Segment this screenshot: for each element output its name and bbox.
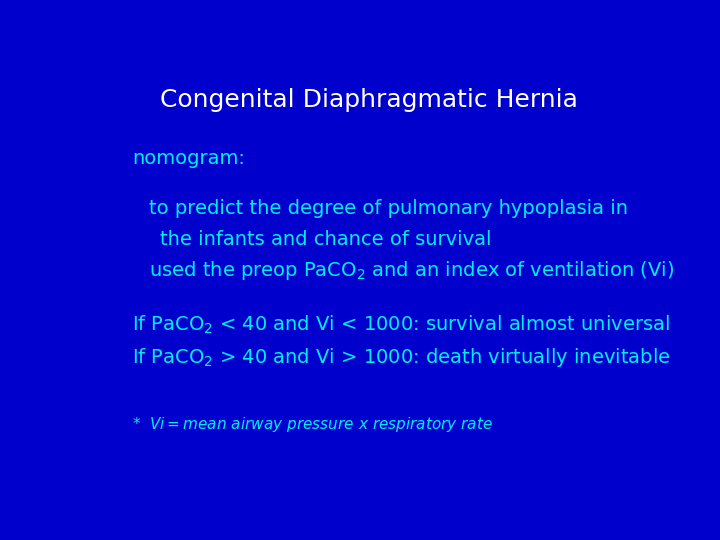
Text: If $\mathregular{PaCO_2}$ > 40 and Vi > 1000: death virtually inevitable: If $\mathregular{PaCO_2}$ > 40 and Vi > … [132, 347, 670, 369]
Text: used the preop $\mathregular{PaCO_2}$ and an index of ventilation (Vi): used the preop $\mathregular{PaCO_2}$ an… [148, 259, 674, 282]
Text: $\mathregular{*}$  $\it{Vi = mean\ airway\ pressure\ x\ respiratory\ rate}$: $\mathregular{*}$ $\it{Vi = mean\ airway… [132, 415, 493, 434]
Text: to predict the degree of pulmonary hypoplasia in: to predict the degree of pulmonary hypop… [148, 199, 628, 218]
Text: Congenital Diaphragmatic Hernia: Congenital Diaphragmatic Hernia [160, 88, 578, 112]
Text: nomogram:: nomogram: [132, 149, 245, 168]
Text: the infants and chance of survival: the infants and chance of survival [160, 230, 491, 249]
Text: If $\mathregular{PaCO_2}$ < 40 and Vi < 1000: survival almost universal: If $\mathregular{PaCO_2}$ < 40 and Vi < … [132, 314, 670, 336]
